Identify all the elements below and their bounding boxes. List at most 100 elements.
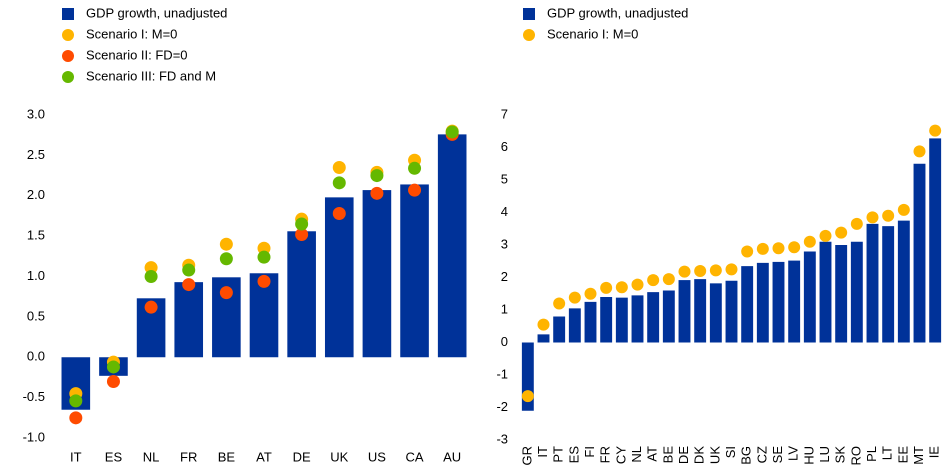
dot	[850, 217, 863, 230]
bar	[772, 261, 785, 343]
dot	[662, 273, 675, 286]
dot	[219, 237, 233, 251]
bar	[324, 197, 354, 358]
dot	[647, 274, 660, 287]
x-tick-label: FR	[180, 449, 197, 464]
dot	[219, 252, 233, 266]
x-tick-label: LT	[880, 446, 895, 460]
dot	[144, 300, 158, 314]
dot	[913, 145, 926, 158]
bar	[678, 280, 691, 343]
legend-swatch	[62, 50, 74, 62]
dot	[882, 209, 895, 222]
y-tick-label: 6	[501, 139, 508, 154]
legend-swatch	[523, 29, 535, 41]
bar	[662, 290, 675, 343]
legend-swatch	[62, 71, 74, 83]
y-tick-label: 2	[501, 269, 508, 284]
y-tick-label: 2.5	[27, 147, 45, 162]
x-tick-label: ES	[105, 449, 123, 464]
dot	[257, 241, 271, 255]
bar	[725, 280, 738, 343]
x-tick-label: SK	[833, 446, 848, 464]
dot	[332, 176, 346, 190]
dot	[929, 124, 942, 137]
dot	[295, 228, 309, 242]
dot	[295, 217, 309, 231]
y-tick-label: 1	[501, 301, 508, 316]
y-tick-label: 1.5	[27, 228, 45, 243]
y-tick-label: -0.5	[23, 389, 45, 404]
x-tick-label: HU	[801, 446, 816, 465]
x-tick-label: UK	[330, 449, 348, 464]
dot	[725, 263, 738, 276]
bar	[584, 301, 597, 343]
dot	[182, 263, 196, 277]
y-tick-label: 0.0	[27, 349, 45, 364]
x-tick-label: LV	[786, 446, 801, 461]
dot	[370, 169, 384, 183]
x-tick-label: NL	[143, 449, 160, 464]
x-tick-label: PL	[864, 446, 879, 462]
bar	[694, 279, 707, 343]
x-tick-label: LU	[817, 446, 832, 463]
y-tick-label: 4	[501, 204, 508, 219]
bar	[362, 190, 392, 358]
legend-swatch	[62, 8, 74, 20]
bar	[819, 241, 832, 343]
dot	[408, 183, 422, 197]
x-tick-label: CA	[406, 449, 424, 464]
y-tick-label: 0	[501, 334, 508, 349]
dot	[537, 318, 550, 331]
legend-label: Scenario I: M=0	[547, 26, 638, 41]
x-tick-label: RO	[848, 446, 863, 466]
dot	[257, 274, 271, 288]
dot	[741, 245, 754, 258]
dot	[219, 286, 233, 300]
dot	[182, 278, 196, 292]
x-tick-label: BE	[660, 446, 675, 464]
y-tick-label: 0.5	[27, 308, 45, 323]
dot	[788, 241, 801, 254]
dot	[709, 264, 722, 277]
legend-label: Scenario I: M=0	[86, 26, 177, 41]
legend-swatch	[62, 29, 74, 41]
dot	[897, 203, 910, 216]
x-tick-label: SE	[770, 446, 785, 464]
legend-label: Scenario II: FD=0	[86, 47, 188, 62]
legend-label: Scenario III: FD and M	[86, 68, 216, 83]
dot	[69, 394, 83, 408]
bar	[756, 262, 769, 343]
dot	[521, 390, 534, 403]
dot	[631, 278, 644, 291]
bar	[803, 251, 816, 343]
x-tick-label: DE	[293, 449, 311, 464]
bar	[615, 297, 628, 343]
dot	[553, 297, 566, 310]
dot	[819, 229, 832, 242]
x-tick-label: UK	[707, 446, 722, 464]
dot	[756, 242, 769, 255]
dot	[332, 207, 346, 221]
bar	[600, 297, 613, 343]
x-tick-label: ES	[566, 446, 581, 464]
x-tick-label: AU	[443, 449, 461, 464]
dot	[257, 250, 271, 264]
bar	[400, 184, 429, 358]
legend-swatch	[523, 8, 535, 20]
y-tick-label: -1.0	[23, 429, 45, 444]
bar	[929, 138, 942, 343]
x-tick-label: NL	[629, 446, 644, 463]
bar	[647, 292, 660, 343]
dot	[69, 411, 83, 425]
dot	[835, 226, 848, 239]
bar	[850, 241, 863, 343]
dot	[106, 374, 120, 388]
x-tick-label: SI	[723, 446, 738, 458]
x-tick-label: CY	[613, 446, 628, 464]
x-tick-label: IE	[927, 446, 942, 459]
x-tick-label: GR	[519, 446, 534, 466]
y-tick-label: -1	[496, 366, 508, 381]
bar	[741, 266, 754, 343]
